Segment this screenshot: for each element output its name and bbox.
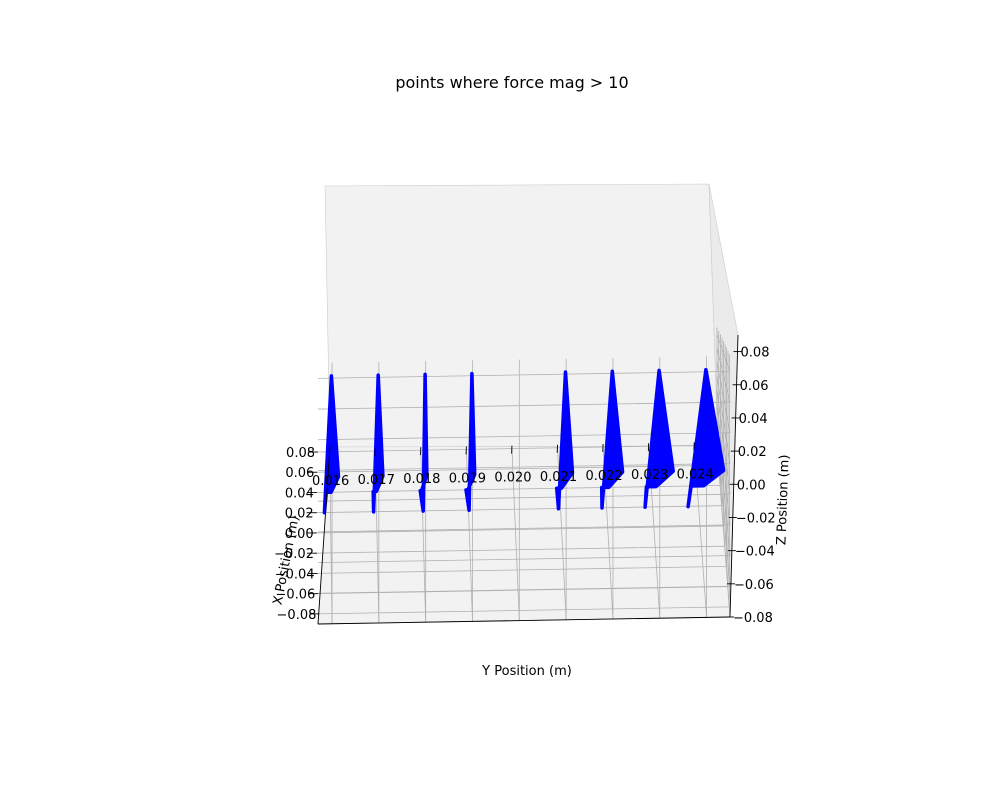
y-tick-label: 0.019 bbox=[449, 471, 486, 486]
z-tick-label: 0.00 bbox=[737, 478, 766, 493]
y-tick-label: 0.018 bbox=[403, 472, 440, 487]
z-tick-label: −0.04 bbox=[735, 545, 775, 560]
x-tick-label: 0.04 bbox=[285, 486, 314, 501]
z-tick-label: 0.02 bbox=[738, 445, 767, 460]
z-tick-label: 0.04 bbox=[739, 412, 768, 427]
z-tick-label: −0.02 bbox=[736, 511, 776, 526]
z-tick-label: 0.08 bbox=[741, 346, 770, 361]
y-tick-label: 0.022 bbox=[585, 469, 622, 484]
y-tick-label: 0.020 bbox=[494, 471, 531, 486]
z-tick-label: −0.06 bbox=[734, 578, 774, 593]
y-axis-label: Y Position (m) bbox=[481, 664, 572, 679]
chart-title: points where force mag > 10 bbox=[395, 73, 628, 92]
y-tick-label: 0.016 bbox=[312, 474, 349, 489]
y-tick-label: 0.021 bbox=[540, 470, 577, 485]
x-tick-label: 0.06 bbox=[285, 466, 314, 481]
y-tick-label: 0.023 bbox=[631, 468, 668, 483]
z-axis-label: Z Position (m) bbox=[774, 454, 792, 545]
x-tick-label: −0.08 bbox=[277, 608, 317, 623]
z-tick-label: −0.08 bbox=[733, 611, 773, 626]
x-tick-label: 0.08 bbox=[286, 446, 315, 461]
y-tick-label: 0.017 bbox=[358, 473, 395, 488]
z-tick-label: 0.06 bbox=[740, 379, 769, 394]
y-tick-label: 0.024 bbox=[677, 467, 714, 482]
